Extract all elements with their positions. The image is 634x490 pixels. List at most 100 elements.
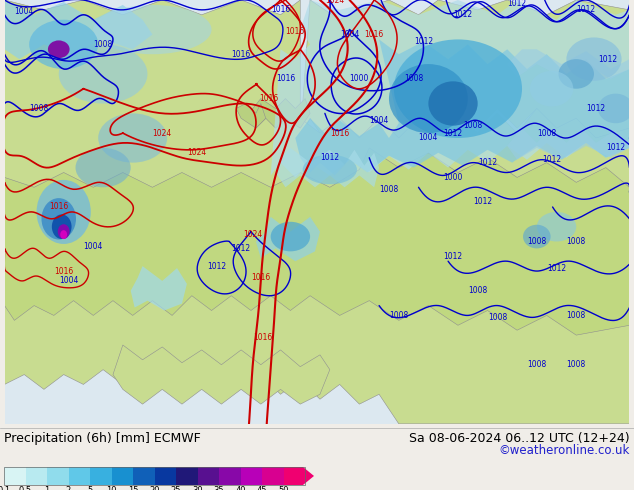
Text: 1024: 1024 xyxy=(325,0,344,4)
Polygon shape xyxy=(4,0,152,59)
Text: 1016: 1016 xyxy=(271,5,290,14)
Bar xyxy=(176,467,198,485)
Text: 1012: 1012 xyxy=(207,262,226,270)
Text: 1008: 1008 xyxy=(527,360,547,369)
Text: Sa 08-06-2024 06..12 UTC (12+24): Sa 08-06-2024 06..12 UTC (12+24) xyxy=(410,432,630,445)
Text: 20: 20 xyxy=(149,487,160,490)
Text: 1004: 1004 xyxy=(15,7,34,16)
Text: 25: 25 xyxy=(171,487,181,490)
Polygon shape xyxy=(303,467,314,485)
Ellipse shape xyxy=(389,64,468,133)
Text: 1024: 1024 xyxy=(187,148,207,157)
Ellipse shape xyxy=(98,113,167,163)
Bar xyxy=(240,467,262,485)
Text: 1012: 1012 xyxy=(508,0,527,8)
Bar xyxy=(133,467,155,485)
Ellipse shape xyxy=(537,212,576,242)
Text: 1016: 1016 xyxy=(330,128,349,138)
Bar xyxy=(25,467,47,485)
Text: 1016: 1016 xyxy=(49,202,68,212)
Text: 30: 30 xyxy=(192,487,203,490)
Text: 1016: 1016 xyxy=(276,74,295,83)
Text: 1012: 1012 xyxy=(576,5,596,14)
Text: 1004: 1004 xyxy=(340,30,359,39)
Text: 40: 40 xyxy=(235,487,246,490)
Ellipse shape xyxy=(302,155,357,184)
Text: Precipitation (6h) [mm] ECMWF: Precipitation (6h) [mm] ECMWF xyxy=(4,432,201,445)
Text: 1016: 1016 xyxy=(365,30,384,39)
Ellipse shape xyxy=(429,81,477,125)
Ellipse shape xyxy=(58,224,70,239)
Bar xyxy=(155,467,176,485)
Polygon shape xyxy=(507,49,630,160)
Polygon shape xyxy=(249,98,310,128)
Ellipse shape xyxy=(598,94,633,123)
Text: 15: 15 xyxy=(127,487,138,490)
Bar xyxy=(262,467,283,485)
Text: 1008: 1008 xyxy=(93,40,113,49)
Ellipse shape xyxy=(271,222,310,251)
Bar xyxy=(90,467,112,485)
Polygon shape xyxy=(4,0,630,424)
Ellipse shape xyxy=(566,37,621,81)
Text: 1008: 1008 xyxy=(537,128,556,138)
Text: 1012: 1012 xyxy=(320,153,339,162)
Text: 1008: 1008 xyxy=(389,311,408,320)
Text: 1008: 1008 xyxy=(567,360,586,369)
Text: 1012: 1012 xyxy=(443,128,463,138)
Text: 10: 10 xyxy=(107,487,117,490)
Ellipse shape xyxy=(41,198,76,240)
Polygon shape xyxy=(4,148,630,335)
Text: 0.1: 0.1 xyxy=(0,487,11,490)
Text: 0.5: 0.5 xyxy=(19,487,32,490)
Text: 1008: 1008 xyxy=(488,313,507,322)
Text: 1: 1 xyxy=(44,487,49,490)
Text: 1008: 1008 xyxy=(527,237,547,246)
Ellipse shape xyxy=(29,20,98,69)
Polygon shape xyxy=(301,0,630,138)
Text: 1000: 1000 xyxy=(350,74,369,83)
Polygon shape xyxy=(256,217,320,261)
Text: 50: 50 xyxy=(278,487,288,490)
Text: 1008: 1008 xyxy=(468,286,488,295)
Text: 1008: 1008 xyxy=(379,185,399,194)
Ellipse shape xyxy=(37,180,91,244)
Text: 1012: 1012 xyxy=(606,144,625,152)
Ellipse shape xyxy=(394,39,522,138)
Text: 1012: 1012 xyxy=(598,55,618,64)
Text: 1024: 1024 xyxy=(243,230,262,239)
Text: 1012: 1012 xyxy=(473,196,492,206)
Polygon shape xyxy=(113,345,330,404)
Polygon shape xyxy=(271,0,630,177)
Text: 1016: 1016 xyxy=(253,333,273,342)
Text: 1008: 1008 xyxy=(567,311,586,320)
Text: 1016: 1016 xyxy=(259,94,278,103)
Ellipse shape xyxy=(48,40,70,58)
Ellipse shape xyxy=(59,45,148,103)
Bar xyxy=(47,467,68,485)
Text: 35: 35 xyxy=(214,487,224,490)
Bar xyxy=(219,467,240,485)
Text: 1004: 1004 xyxy=(370,116,389,125)
Text: 1016: 1016 xyxy=(286,27,305,36)
Text: 1008: 1008 xyxy=(29,104,49,113)
Polygon shape xyxy=(4,0,630,424)
Bar xyxy=(4,467,25,485)
Text: 1012: 1012 xyxy=(547,264,566,272)
Text: 1012: 1012 xyxy=(478,158,497,167)
Text: 1004: 1004 xyxy=(418,133,438,143)
Polygon shape xyxy=(276,148,379,187)
Text: 1004: 1004 xyxy=(84,242,103,251)
Bar xyxy=(68,467,90,485)
Text: 45: 45 xyxy=(257,487,268,490)
Text: 1016: 1016 xyxy=(231,49,250,59)
Text: 1008: 1008 xyxy=(404,74,424,83)
Ellipse shape xyxy=(75,148,131,187)
Bar xyxy=(112,467,133,485)
Text: 5: 5 xyxy=(87,487,93,490)
Ellipse shape xyxy=(93,5,212,54)
Polygon shape xyxy=(236,103,266,128)
Text: 1012: 1012 xyxy=(542,155,561,164)
Text: 1008: 1008 xyxy=(463,121,482,130)
Ellipse shape xyxy=(523,225,550,248)
